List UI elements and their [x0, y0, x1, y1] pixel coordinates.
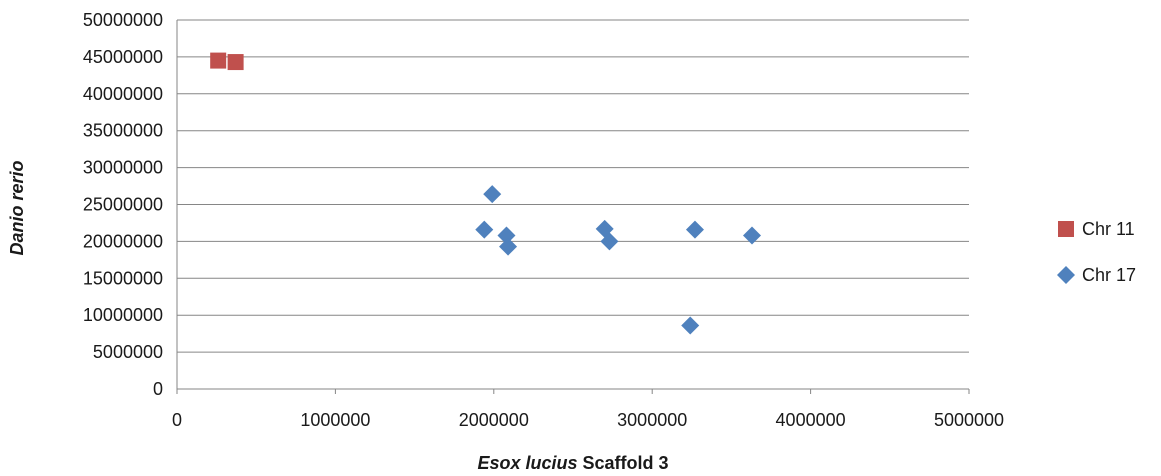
y-tick-label: 50000000	[83, 10, 163, 30]
data-point-chr-17	[685, 220, 704, 239]
y-tick-label: 0	[153, 379, 163, 399]
legend-label-chr-17: Chr 17	[1082, 265, 1136, 285]
y-tick-label: 25000000	[83, 195, 163, 215]
x-axis-title-species: Esox lucius	[477, 453, 577, 473]
legend-marker-chr-17	[1057, 266, 1075, 284]
y-tick-label: 45000000	[83, 47, 163, 67]
x-tick-label: 3000000	[617, 410, 687, 430]
data-point-chr-17	[497, 226, 516, 245]
y-tick-label: 20000000	[83, 231, 163, 251]
x-tick-label: 1000000	[300, 410, 370, 430]
y-tick-label: 40000000	[83, 84, 163, 104]
x-tick-label: 4000000	[776, 410, 846, 430]
x-axis-title: Esox lucius Scaffold 3	[477, 453, 668, 473]
y-tick-label: 10000000	[83, 305, 163, 325]
y-tick-label: 15000000	[83, 268, 163, 288]
x-axis-tick-labels: 0 1000000 2000000 3000000 4000000 5000000	[172, 410, 1004, 430]
x-axis-title-rest: Scaffold 3	[578, 453, 669, 473]
data-point-chr-17	[681, 316, 700, 335]
data-point-chr-17	[742, 226, 761, 245]
legend-marker-chr-11	[1058, 221, 1074, 237]
y-tick-label: 30000000	[83, 158, 163, 178]
data-point-chr-17	[600, 232, 619, 251]
x-tick-label: 5000000	[934, 410, 1004, 430]
x-tick-label: 0	[172, 410, 182, 430]
x-tick-label: 2000000	[459, 410, 529, 430]
y-tick-label: 5000000	[93, 342, 163, 362]
data-point-chr-17	[483, 185, 502, 204]
legend: Chr 11 Chr 17	[1057, 219, 1136, 285]
y-axis-title: Danio rerio	[7, 160, 27, 255]
data-point-chr-11	[227, 54, 244, 71]
y-tick-label: 35000000	[83, 121, 163, 141]
data-point-chr-17	[499, 237, 518, 256]
y-axis-tick-labels: 0 5000000 10000000 15000000 20000000 25000000…	[83, 10, 163, 399]
axes	[176, 20, 970, 394]
data-point-chr-11	[210, 52, 227, 69]
legend-label-chr-11: Chr 11	[1082, 219, 1135, 239]
gridlines	[177, 19, 969, 353]
data-point-chr-17	[475, 220, 494, 239]
data-points	[210, 52, 761, 335]
